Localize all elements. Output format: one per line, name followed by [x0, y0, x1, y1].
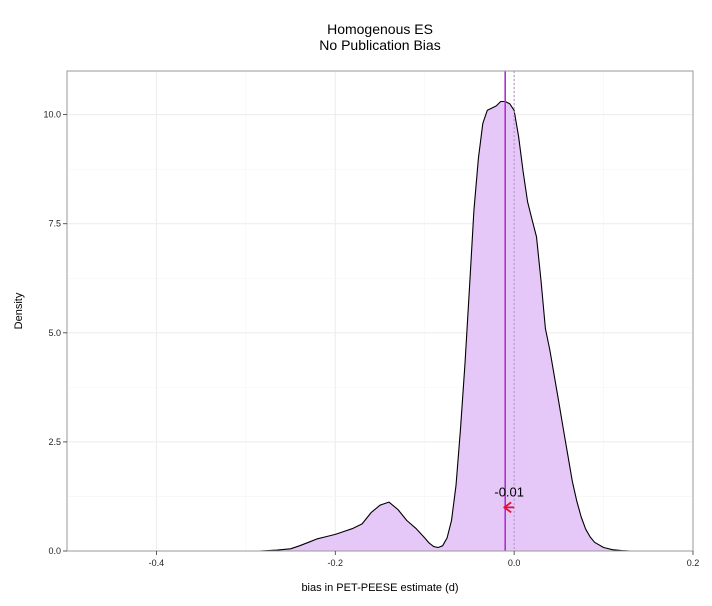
plot-area — [259, 100, 631, 552]
vertical-lines — [504, 71, 515, 551]
x-tick-label: -0.4 — [149, 558, 165, 568]
x-tick-label: 0.2 — [687, 558, 700, 568]
density-area — [259, 101, 631, 551]
plot-border — [66, 70, 694, 552]
annotation-label: -0.01 — [494, 484, 524, 499]
density-curve — [259, 100, 631, 552]
y-axis: 0.0 2.5 5.0 7.5 10.0 — [43, 110, 67, 556]
annotation-arrow-head — [503, 501, 512, 514]
x-tick-label: 0.0 — [508, 558, 521, 568]
chart-subtitle: No Publication Bias — [319, 37, 440, 53]
x-axis: -0.4 -0.2 0.0 0.2 — [149, 551, 700, 568]
y-tick-label: 0.0 — [48, 546, 61, 556]
y-tick-label: 5.0 — [48, 328, 61, 338]
y-tick-label: 7.5 — [48, 219, 61, 229]
plot-background — [67, 71, 693, 551]
annotation: -0.01 — [494, 484, 524, 514]
y-tick-label: 10.0 — [43, 110, 61, 120]
y-tick-label: 2.5 — [48, 437, 61, 447]
chart-title: Homogenous ES — [327, 21, 433, 37]
x-tick-label: -0.2 — [328, 558, 344, 568]
y-axis-title: Density — [13, 292, 25, 329]
x-axis-title: bias in PET-PEESE estimate (d) — [301, 582, 458, 594]
